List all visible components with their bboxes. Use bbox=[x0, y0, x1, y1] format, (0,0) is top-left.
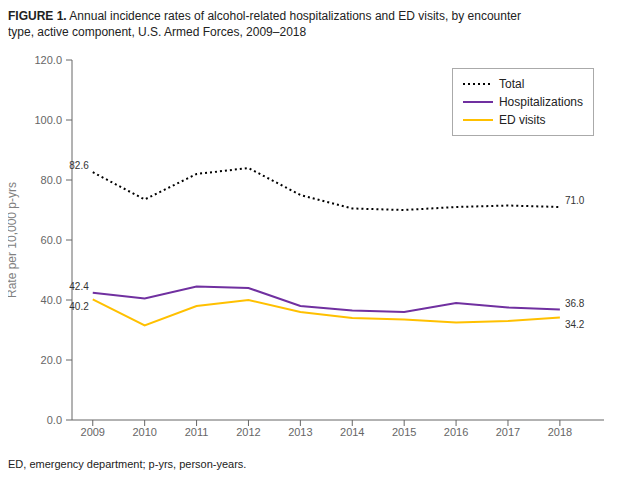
svg-text:2018: 2018 bbox=[548, 426, 572, 438]
svg-text:36.8: 36.8 bbox=[565, 298, 585, 309]
html-text:Total: Total bbox=[499, 77, 525, 91]
svg-text:2010: 2010 bbox=[132, 426, 156, 438]
svg-text:40.0: 40.0 bbox=[41, 294, 62, 306]
svg-text:2014: 2014 bbox=[340, 426, 364, 438]
svg-text:2016: 2016 bbox=[444, 426, 468, 438]
svg-text:82.6: 82.6 bbox=[69, 160, 89, 171]
svg-text:80.0: 80.0 bbox=[41, 174, 62, 186]
svg-text:0.0: 0.0 bbox=[47, 414, 62, 426]
svg-text:40.2: 40.2 bbox=[69, 301, 89, 312]
html-text:Hospitalizations: Hospitalizations bbox=[499, 95, 583, 109]
html-text:ED, emergency department; p-yr: ED, emergency department; p-yrs, person-… bbox=[8, 458, 247, 470]
svg-text:2015: 2015 bbox=[392, 426, 416, 438]
svg-text:34.2: 34.2 bbox=[565, 319, 585, 330]
svg-text:2009: 2009 bbox=[81, 426, 105, 438]
svg-text:2017: 2017 bbox=[496, 426, 520, 438]
svg-text:42.4: 42.4 bbox=[69, 281, 89, 292]
svg-text:71.0: 71.0 bbox=[565, 195, 585, 206]
svg-text:120.0: 120.0 bbox=[34, 54, 62, 66]
svg-text:20.0: 20.0 bbox=[41, 354, 62, 366]
svg-text:60.0: 60.0 bbox=[41, 234, 62, 246]
svg-text:2012: 2012 bbox=[236, 426, 260, 438]
html-text:ED visits: ED visits bbox=[499, 113, 546, 127]
svg-text:Rate per 10,000 p-yrs: Rate per 10,000 p-yrs bbox=[8, 182, 19, 298]
svg-text:100.0: 100.0 bbox=[34, 114, 62, 126]
svg-text:2013: 2013 bbox=[288, 426, 312, 438]
html-text:FIGURE 1. Annual incidence rat: FIGURE 1. Annual incidence rates of alco… bbox=[8, 9, 521, 39]
svg-text:2011: 2011 bbox=[185, 426, 209, 438]
